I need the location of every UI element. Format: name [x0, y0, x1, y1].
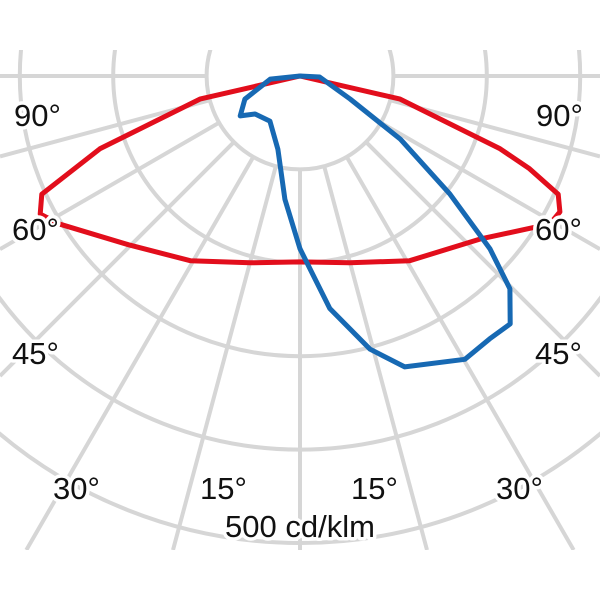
polar-grid	[0, 50, 600, 550]
grid-ray	[0, 120, 221, 251]
angle-labels: 90° 60° 45° 30° 15° 90° 60° 45° 30° 15° …	[9, 95, 587, 548]
grid-ray	[364, 140, 600, 378]
label-left-30: 30°	[53, 471, 100, 506]
curve-series-1	[37, 73, 563, 266]
label-right-90: 90°	[536, 98, 583, 133]
label-left-15: 15°	[200, 471, 247, 506]
label-right-30: 30°	[496, 471, 543, 506]
label-right-15: 15°	[351, 471, 398, 506]
grid-ray	[379, 120, 600, 251]
grid-ray	[0, 140, 236, 378]
curves	[37, 73, 563, 370]
grid-ray	[171, 165, 278, 550]
curve-series-2	[237, 73, 513, 370]
label-left-45: 45°	[12, 336, 59, 371]
grid-ray	[24, 155, 256, 550]
grid-ray	[344, 155, 576, 550]
label-right-45: 45°	[535, 336, 582, 371]
label-left-90: 90°	[14, 98, 61, 133]
label-left-60: 60°	[12, 212, 59, 247]
grid-ray	[322, 165, 429, 550]
label-right-60: 60°	[535, 212, 582, 247]
unit-label: 500 cd/klm	[225, 509, 375, 544]
